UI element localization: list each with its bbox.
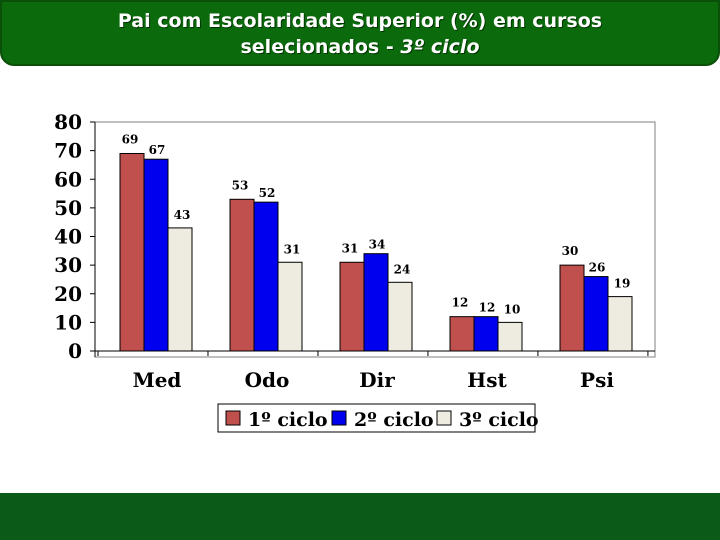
y-tick-label: 10 [54, 310, 82, 334]
title-line-2-cycle: 3º ciclo [400, 36, 480, 58]
title-line-2-prefix: selecionados - [240, 36, 401, 58]
data-label: 53 [232, 178, 249, 192]
y-tick-label: 30 [54, 253, 82, 277]
x-tick-label: Dir [359, 368, 395, 392]
data-label: 30 [562, 244, 579, 258]
data-labels: 69 53 31 12 30 67 52 34 12 26 43 31 24 10 19 [122, 132, 631, 316]
legend-swatch [331, 410, 347, 426]
y-tick-label: 20 [54, 282, 82, 306]
legend-label: 2º ciclo [354, 409, 434, 431]
y-tick-label: 40 [54, 225, 82, 249]
data-label: 67 [149, 143, 166, 157]
title-banner: Pai com Escolaridade Superior (%) em cur… [0, 0, 720, 66]
y-tick-label: 50 [54, 196, 82, 220]
data-label: 12 [479, 301, 496, 315]
y-tick-label: 80 [54, 110, 82, 134]
x-tick-label: Odo [245, 368, 290, 392]
bar [497, 321, 523, 352]
legend: 1º ciclo 2º ciclo 3º ciclo [217, 403, 539, 433]
title-line-1: Pai com Escolaridade Superior (%) em cur… [117, 10, 603, 32]
data-label: 43 [174, 208, 191, 222]
data-label: 26 [589, 261, 606, 275]
bar [449, 316, 475, 352]
bar [339, 261, 365, 352]
footer-band [0, 493, 720, 540]
bar [143, 158, 169, 352]
bar [167, 227, 193, 352]
data-label: 31 [284, 242, 301, 256]
data-label: 52 [259, 186, 276, 200]
title-line-2: selecionados - 3º ciclo [2, 34, 718, 60]
bar [119, 152, 145, 352]
legend-label: 1º ciclo [248, 409, 328, 431]
data-label: 31 [342, 241, 359, 255]
x-axis: Med Odo Dir Hst Psi [95, 350, 655, 392]
data-label: 12 [452, 296, 469, 310]
bar [559, 264, 585, 352]
bars [119, 152, 633, 352]
data-label: 24 [394, 262, 411, 276]
data-label: 19 [614, 277, 631, 291]
y-axis: 0 10 20 30 40 50 60 70 80 [54, 110, 96, 363]
bar [583, 276, 609, 352]
legend-label: 3º ciclo [459, 409, 539, 431]
bar [473, 316, 499, 352]
bar-chart: 0 10 20 30 40 50 60 70 80 Med Odo Dir Hst Psi 69 53 31… [54, 110, 656, 433]
legend-swatch [436, 410, 452, 426]
bar [229, 198, 255, 352]
data-label: 34 [369, 238, 386, 252]
y-tick-label: 0 [68, 339, 82, 363]
x-tick-label: Med [133, 368, 182, 392]
bar [277, 261, 303, 352]
data-label: 10 [504, 302, 521, 316]
data-label: 69 [122, 132, 139, 146]
y-tick-label: 70 [54, 139, 82, 163]
x-tick-label: Hst [467, 368, 507, 392]
x-tick-label: Psi [580, 368, 614, 392]
bar [387, 281, 413, 352]
bar [363, 253, 389, 352]
bar [253, 201, 279, 352]
legend-swatch [225, 410, 241, 426]
legend-box [217, 403, 536, 433]
bar [607, 296, 633, 352]
y-tick-label: 60 [54, 167, 82, 191]
